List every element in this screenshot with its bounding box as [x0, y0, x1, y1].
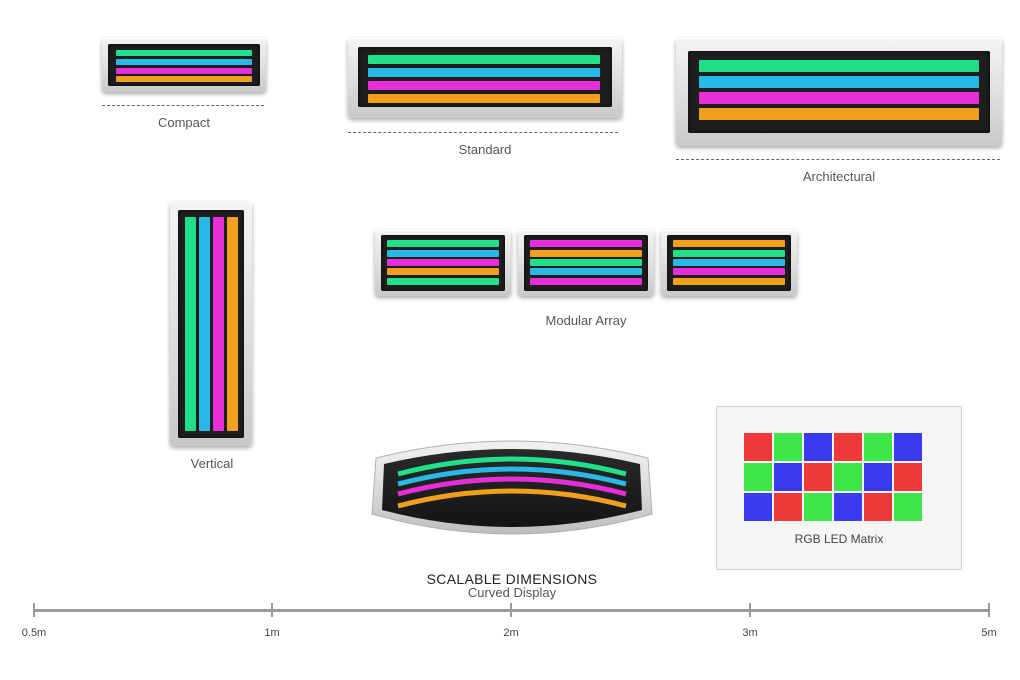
standard-display [348, 38, 622, 118]
strip-orange [699, 108, 979, 120]
strip-green [116, 50, 252, 56]
strip-orange [368, 94, 600, 103]
matrix-cell-blue [894, 433, 922, 461]
strip-green [673, 250, 785, 257]
scale-tick [271, 603, 273, 617]
strip-cyan [116, 59, 252, 65]
scale-tick-label: 5m [981, 627, 997, 639]
strip-orange [673, 278, 785, 285]
strip-orange [387, 268, 499, 275]
scale-tick [988, 603, 990, 617]
modular-screen-3 [667, 235, 791, 291]
matrix-cell-red [834, 433, 862, 461]
scale-tick-label: 3m [742, 627, 758, 639]
modular-screen-2 [524, 235, 648, 291]
curve-strip-magenta [397, 476, 627, 497]
strip-orange [530, 250, 642, 257]
strip-cyan [530, 268, 642, 275]
curved-label: Curved Display [467, 585, 557, 600]
compact-dimension-line [102, 105, 264, 106]
matrix-grid [744, 433, 924, 523]
modular-label: Modular Array [545, 313, 627, 328]
strip-green [530, 259, 642, 266]
matrix-cell-green [744, 463, 772, 491]
matrix-cell-red [864, 493, 892, 521]
matrix-cell-blue [744, 493, 772, 521]
vertical-label: Vertical [190, 456, 234, 471]
strip-magenta [530, 240, 642, 247]
standard-dimension-line [348, 132, 618, 133]
curve-strip-orange [397, 488, 627, 509]
scale-tick [749, 603, 751, 617]
strip-orange [673, 240, 785, 247]
modular-panel-3 [661, 230, 797, 296]
matrix-cell-blue [774, 463, 802, 491]
strip-green [387, 278, 499, 285]
compact-label: Compact [157, 115, 211, 130]
matrix-cell-blue [864, 463, 892, 491]
strip-magenta [530, 278, 642, 285]
matrix-cell-green [804, 493, 832, 521]
strip-magenta [699, 92, 979, 104]
strip-magenta [213, 217, 224, 431]
standard-label: Standard [458, 142, 512, 157]
strip-magenta [368, 81, 600, 90]
matrix-label: RGB LED Matrix [794, 532, 884, 546]
compact-display [102, 38, 266, 92]
matrix-cell-green [894, 493, 922, 521]
strip-orange [227, 217, 238, 431]
strip-cyan [387, 250, 499, 257]
scale-tick [510, 603, 512, 617]
architectural-dimension-line [676, 159, 1000, 160]
strip-green [699, 60, 979, 72]
strip-green [368, 55, 600, 64]
scale-tick-label: 0.5m [21, 627, 47, 639]
vertical-display [170, 202, 252, 446]
vertical-screen [178, 210, 244, 438]
matrix-cell-blue [834, 493, 862, 521]
strip-cyan [199, 217, 210, 431]
strip-green [185, 217, 196, 431]
matrix-cell-green [864, 433, 892, 461]
compact-screen [108, 44, 260, 86]
scale-tick-label: 2m [503, 627, 519, 639]
matrix-cell-green [834, 463, 862, 491]
architectural-label: Architectural [802, 169, 876, 184]
strip-magenta [116, 68, 252, 74]
architectural-display [676, 38, 1002, 146]
curved-screen [382, 449, 642, 527]
strip-cyan [699, 76, 979, 88]
strip-cyan [368, 68, 600, 77]
matrix-cell-green [774, 433, 802, 461]
curved-display [371, 440, 653, 535]
scale-title: SCALABLE DIMENSIONS [426, 571, 598, 587]
strip-orange [116, 76, 252, 82]
scale-tick [33, 603, 35, 617]
scale-tick-label: 1m [264, 627, 280, 639]
rgb-led-matrix-panel: RGB LED Matrix [716, 406, 962, 570]
curve-strip-cyan [397, 466, 627, 487]
standard-screen [358, 47, 612, 107]
matrix-cell-red [774, 493, 802, 521]
matrix-cell-blue [804, 433, 832, 461]
strip-green [387, 240, 499, 247]
curve-strip-green [397, 456, 627, 477]
modular-screen-1 [381, 235, 505, 291]
strip-magenta [387, 259, 499, 266]
strip-cyan [673, 259, 785, 266]
modular-panel-1 [375, 230, 511, 296]
modular-panel-2 [518, 230, 654, 296]
matrix-cell-red [804, 463, 832, 491]
matrix-cell-red [744, 433, 772, 461]
strip-magenta [673, 268, 785, 275]
architectural-screen [688, 51, 990, 133]
matrix-cell-red [894, 463, 922, 491]
